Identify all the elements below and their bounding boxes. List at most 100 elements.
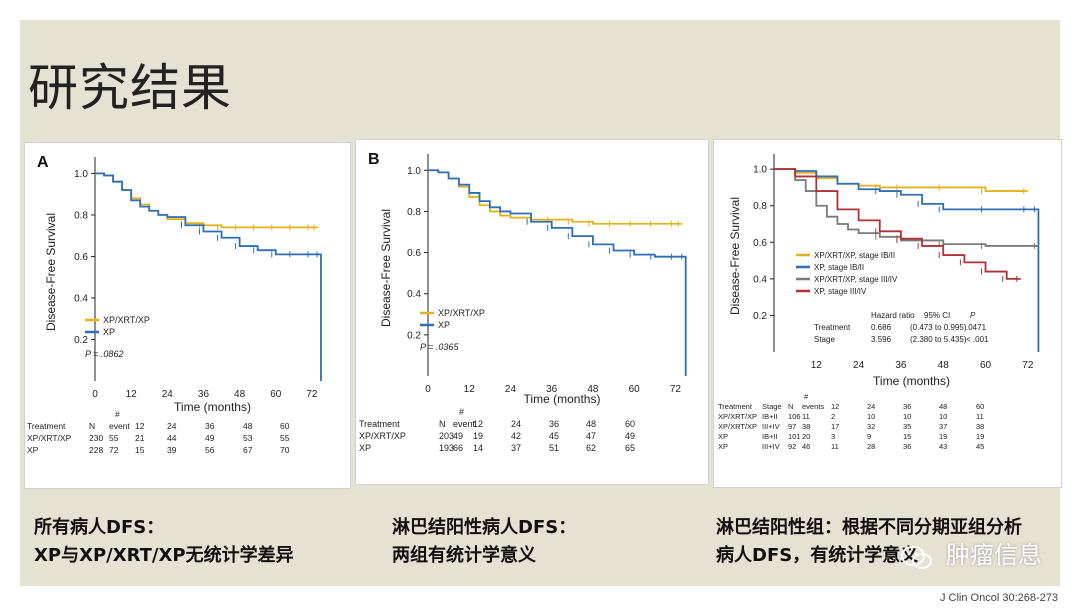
risk-table-header: 24 [867,402,875,411]
risk-table-cell: 49 [625,431,635,441]
risk-table-header: 60 [625,419,635,429]
risk-table-cell: 53 [243,433,253,443]
risk-table-cell: 106 [788,412,801,421]
risk-table-hash: # [459,407,464,417]
panel-label: A [37,154,49,171]
x-tick-label: 36 [546,384,558,395]
km-curve-2 [428,169,687,376]
x-tick-label: 0 [92,389,98,400]
km-curve-2 [774,168,1040,352]
risk-table-cell: 11 [802,412,810,421]
x-tick-label: 60 [629,384,641,395]
risk-table-cell: 11 [976,412,984,421]
risk-table-cell: XP [718,442,728,451]
risk-table-cell: 92 [788,442,796,451]
risk-table-cell: 44 [167,433,177,443]
risk-table-cell: 9 [867,432,871,441]
risk-table-header: 60 [976,402,984,411]
legend-label: XP/XRT/XP, stage III/IV [814,275,898,284]
panel-label: B [368,151,380,168]
risk-table-cell: XP/XRT/XP [27,433,72,443]
risk-table-cell: IB+II [762,412,778,421]
risk-table-header: 36 [205,421,215,431]
risk-table-cell: 38 [802,422,810,431]
risk-table-header: 60 [280,421,290,431]
risk-table-cell: 28 [867,442,875,451]
y-tick-label: 0.2 [753,311,767,322]
legend-label: XP/XRT/XP [438,308,485,318]
risk-table-cell: XP [27,445,39,455]
risk-table-header: N [788,402,793,411]
slide-title: 研究结果 [28,59,232,117]
watermark-text: 肿瘤信息 [946,541,1042,569]
y-tick-label: 0.4 [74,293,88,304]
stats-cell: 3.596 [871,335,892,344]
risk-table-cell: 17 [831,422,839,431]
risk-table-hash: # [804,392,809,401]
risk-table-cell: 20 [802,432,810,441]
x-tick-label: 72 [306,389,318,400]
risk-table-cell: 19 [976,432,984,441]
risk-table-cell: 55 [109,433,119,443]
caption-c-line1: 淋巴结阳性组：根据不同分期亚组分析 [716,517,1022,538]
legend-label: XP/XRT/XP [103,315,150,325]
risk-table-cell: 38 [976,422,984,431]
x-tick-label: 24 [853,360,865,371]
risk-table-cell: 49 [205,433,215,443]
x-axis-title: Time (months) [873,374,950,388]
risk-table-header: 12 [135,421,145,431]
y-tick-label: 1.0 [74,169,88,180]
risk-table-cell: 101 [788,432,801,441]
risk-table-header: Treatment [27,421,66,431]
x-tick-label: 0 [425,384,431,395]
risk-table-cell: 15 [903,432,911,441]
km-curve-4 [774,168,1021,280]
stats-header: Hazard ratio [871,311,915,320]
x-tick-label: 36 [895,360,907,371]
risk-table-cell: 203 [439,431,454,441]
km-chart-a: A 0.2 0.4 0.6 0.8 1.0 0 12 24 36 48 60 72 Time (month… [27,154,322,455]
risk-table-cell: 46 [802,442,810,451]
x-tick-label: 48 [587,384,599,395]
risk-table-header: N [439,419,446,429]
stats-cell: Stage [814,335,835,344]
y-axis-title: Disease-Free Survival [379,209,393,327]
x-tick-label: 12 [811,360,823,371]
risk-table-cell: 62 [586,443,596,453]
y-tick-label: 0.6 [74,252,88,263]
risk-table-cell: 45 [976,442,984,451]
risk-table-cell: 3 [831,432,835,441]
risk-table-header: Treatment [359,419,400,429]
x-tick-label: 24 [162,389,174,400]
y-tick-label: 0.6 [407,248,421,259]
caption-a: 所有病人DFS： XP与XP/XRT/XP无统计学差异 [34,514,294,570]
stats-cell: Treatment [814,323,851,332]
y-tick-label: 1.0 [753,165,767,176]
x-tick-label: 12 [464,384,476,395]
risk-table-cell: 21 [135,433,145,443]
risk-table-cell: 36 [903,442,911,451]
citation: J Clin Oncol 30:268-273 [939,592,1058,604]
x-tick-label: 60 [980,360,992,371]
y-tick-label: 0.8 [74,210,88,221]
panel-c: 0.2 0.4 0.6 0.8 1.0 12 24 36 48 60 72 Time (months)… [713,139,1062,488]
risk-table-cell: 193 [439,443,454,453]
slide: 研究结果 A 0.2 0.4 0.6 0.8 1.0 0 12 24 36 48 60 72 Time (… [20,20,1062,586]
y-tick-label: 0.2 [74,335,88,346]
risk-table-hash: # [115,409,120,419]
y-axis-title: Disease-Free Survival [728,197,742,315]
risk-table-cell: 19 [939,432,947,441]
y-tick-label: 0.8 [753,201,767,212]
x-tick-label: 24 [505,384,517,395]
risk-table-cell: 228 [89,445,103,455]
risk-table-cell: III+IV [762,442,780,451]
y-tick-label: 1.0 [407,166,421,177]
risk-table-cell: 51 [549,443,559,453]
risk-table-header: 48 [586,419,596,429]
x-tick-label: 72 [670,384,682,395]
x-tick-label: 12 [126,389,138,400]
caption-a-line1: 所有病人DFS： [34,517,165,538]
risk-table-header: Treatment [718,402,753,411]
p-value: P = .0365 [420,342,459,352]
risk-table-header: 36 [549,419,559,429]
